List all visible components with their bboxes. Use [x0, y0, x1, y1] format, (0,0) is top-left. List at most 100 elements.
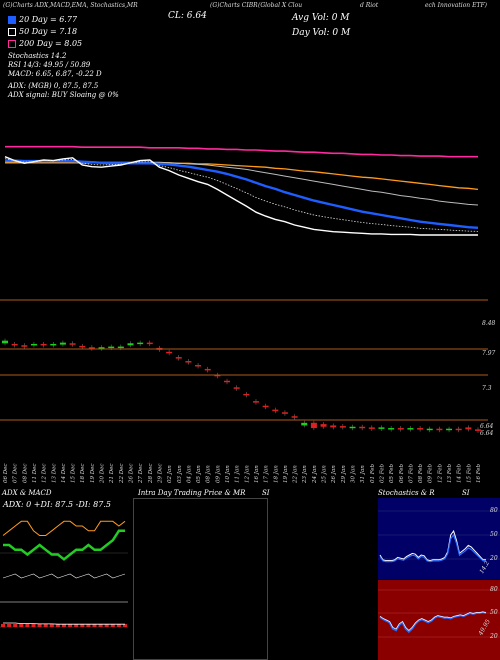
close-value: CL: 6.64 — [168, 11, 207, 21]
panel-title-stoch: Stochastics & R — [378, 489, 435, 497]
x-tick-label: 21 Dec — [109, 464, 115, 485]
candle-body — [98, 347, 105, 349]
candle-body — [378, 427, 385, 429]
stoch-axis-50: 50 — [490, 531, 498, 538]
candle-body — [465, 427, 472, 430]
macd-line: MACD: 6.65, 6.87, -0.22 D — [8, 70, 102, 78]
rsi-line — [379, 611, 487, 634]
x-tick-label: 26 Jan — [331, 465, 337, 484]
adx-panel: ADX: 0 +DI: 87.5 -DI: 87.5 — [0, 498, 128, 660]
di-minus-line — [2, 573, 126, 579]
x-tick-label: 29 Jan — [341, 465, 347, 484]
x-tick-label: 13 Dec — [51, 464, 57, 484]
candle-body — [50, 343, 57, 346]
header-left: (G)Charts ADX,MACD,EMA, Stochastics,MR — [3, 2, 138, 9]
stoch-panel: 80 50 20 14.2 — [378, 498, 500, 579]
x-tick-label: 02 Feb — [380, 463, 386, 483]
stoch-d-line — [379, 533, 486, 563]
candle-body — [243, 393, 250, 396]
stoch-axis-20: 20 — [490, 555, 498, 562]
close-line — [4, 156, 478, 236]
header-source: (G)Charts CIBR — [210, 2, 258, 9]
x-tick-label: 01 Feb — [370, 463, 376, 483]
candle-body — [117, 346, 124, 349]
ema200-line — [5, 145, 478, 158]
macd-bar — [104, 624, 109, 627]
x-tick-label: 29 Dec — [157, 464, 163, 485]
rsi-axis-80: 80 — [490, 586, 498, 593]
macd-bar — [49, 624, 54, 627]
candle-body — [397, 428, 404, 430]
x-tick-label: 25 Jan — [322, 465, 328, 484]
x-tick-label: 16 Feb — [476, 463, 482, 483]
x-tick-label: 12 Dec — [42, 464, 48, 484]
candles — [2, 338, 481, 433]
candle-body — [475, 429, 481, 431]
macd-bar — [19, 624, 24, 627]
x-tick-label: 24 Jan — [312, 465, 318, 484]
macd-bar — [31, 624, 36, 627]
candle-body — [175, 357, 182, 359]
macd-bar — [1, 624, 5, 627]
macd-bar — [116, 624, 121, 627]
rsi-line: RSI 14/3: 49.95 / 50.89 — [8, 61, 91, 69]
candle-body — [455, 428, 462, 431]
candle-body — [301, 422, 308, 426]
adx-values: ADX: 0 +DI: 87.5 -DI: 87.5 — [3, 500, 111, 509]
x-tick-label: 17 Jan — [264, 465, 270, 483]
stoch-line: Stochastics 14.2 — [8, 52, 67, 60]
panel-title-adx: ADX & MACD — [2, 489, 52, 497]
x-tick-label: 12 Feb — [437, 463, 443, 483]
x-tick-label: 08 Jan — [206, 465, 212, 483]
legend-ema200: 200 Day = 8.05 — [8, 39, 82, 48]
macd-bar — [98, 624, 103, 627]
x-tick-label: 10 Jan — [225, 465, 231, 483]
x-tick-label: 09 Jan — [215, 465, 221, 483]
price-label-664a: 6.64 — [480, 423, 494, 430]
x-tick-label: 16 Jan — [254, 465, 260, 483]
ema100-line — [5, 162, 479, 191]
x-tick-label: 08 Dec — [22, 464, 28, 484]
macd-bar — [37, 624, 42, 627]
macd-bar — [55, 624, 60, 627]
macd-bar — [62, 624, 66, 627]
legend-ema20: 20 Day = 6.77 — [8, 15, 77, 24]
candle-body — [137, 342, 144, 345]
macd-line — [3, 622, 125, 625]
x-tick-label: 22 Dec — [119, 464, 125, 485]
stoch-svg — [378, 510, 500, 563]
x-tick-label: 05 Feb — [389, 463, 395, 483]
avg-vol: Avg Vol: 0 M — [292, 13, 350, 23]
x-tick-label: 09 Feb — [428, 463, 434, 483]
candle-body — [320, 424, 327, 427]
candle-body — [214, 374, 221, 377]
candle-body — [349, 426, 356, 429]
x-tick-label: 19 Dec — [90, 464, 96, 484]
price-chart: 06 Dec 07 Dec 08 Dec 11 Dec 12 Dec 13 Dec 14 D… — [0, 145, 488, 484]
legend-label-ema200: 200 Day = 8.05 — [19, 39, 83, 48]
day-vol: Day Vol: 0 M — [292, 28, 351, 38]
price-label-73: 7.3 — [482, 385, 492, 392]
adx-line — [3, 529, 125, 561]
candle-body — [339, 426, 346, 428]
x-tick-label: 06 Feb — [399, 463, 405, 483]
panel-title-stoch-si: SI — [462, 489, 470, 497]
candle-body — [185, 361, 192, 363]
signal-dotted-line — [4, 158, 479, 232]
header-name-1: (Global X Clou — [258, 2, 303, 9]
legend-ema50: 50 Day = 7.18 — [8, 27, 77, 36]
candle-body — [195, 364, 202, 367]
candle-body — [407, 428, 414, 430]
x-axis-labels: 06 Dec 07 Dec 08 Dec 11 Dec 12 Dec 13 Dec 14 D… — [3, 463, 482, 484]
macd-bar — [68, 624, 73, 627]
candle-body — [224, 380, 231, 383]
x-tick-label: 15 Feb — [466, 463, 472, 483]
di-plus-line — [2, 520, 126, 536]
macd-bar — [74, 624, 79, 627]
candle-body — [59, 342, 66, 345]
x-tick-label: 03 Jan — [177, 465, 183, 483]
macd-bar — [86, 624, 91, 627]
adx-signal-line: ADX signal: BUY Sloaing @ 0% — [8, 91, 119, 99]
x-tick-label: 04 Jan — [186, 465, 192, 483]
x-tick-label: 20 Dec — [100, 464, 106, 485]
